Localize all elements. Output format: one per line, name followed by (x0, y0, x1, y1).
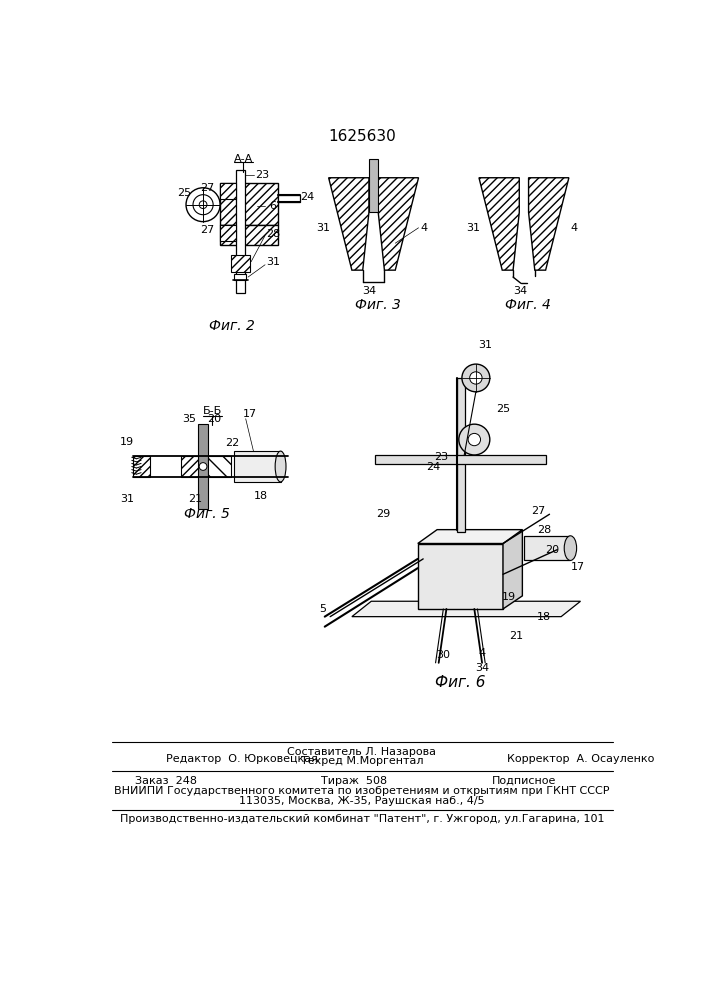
Text: 21: 21 (509, 631, 523, 641)
Text: 24: 24 (426, 462, 440, 472)
Text: Б-Б: Б-Б (203, 406, 222, 416)
Circle shape (462, 364, 490, 392)
Circle shape (459, 424, 490, 455)
Text: 28: 28 (266, 229, 280, 239)
Text: 31: 31 (478, 340, 492, 350)
Circle shape (468, 433, 481, 446)
Text: Тираж  508: Тираж 508 (321, 776, 387, 786)
Polygon shape (479, 178, 519, 270)
Polygon shape (329, 178, 369, 270)
Text: 24: 24 (300, 192, 314, 202)
Ellipse shape (275, 451, 286, 482)
Text: Фиг. 5: Фиг. 5 (184, 507, 230, 521)
Text: 19: 19 (501, 592, 515, 602)
Bar (231, 255, 250, 272)
Bar (182, 456, 199, 477)
Text: Фиг. 3: Фиг. 3 (354, 298, 400, 312)
Text: Подписное: Подписное (491, 776, 556, 786)
Text: 31: 31 (316, 223, 330, 233)
Polygon shape (418, 530, 522, 544)
Text: 23: 23 (434, 452, 448, 462)
Bar (234, 274, 247, 280)
Text: Фиг. 4: Фиг. 4 (505, 298, 551, 312)
Text: 4: 4 (479, 648, 486, 658)
Text: Корректор  А. Осауленко: Корректор А. Осауленко (507, 754, 654, 764)
Polygon shape (529, 178, 569, 270)
Text: Фиг. 6: Фиг. 6 (435, 675, 486, 690)
Bar (220, 183, 279, 225)
Bar (134, 456, 151, 477)
Text: 34: 34 (513, 286, 527, 296)
Bar (457, 378, 465, 532)
Polygon shape (352, 601, 580, 617)
Text: 113035, Москва, Ж-35, Раушская наб., 4/5: 113035, Москва, Ж-35, Раушская наб., 4/5 (239, 796, 485, 806)
Text: 4: 4 (571, 223, 578, 233)
Bar (220, 225, 279, 245)
Text: 4: 4 (421, 223, 428, 233)
Bar (208, 456, 231, 477)
Text: 34: 34 (475, 663, 489, 673)
Text: 29: 29 (375, 509, 390, 519)
Circle shape (199, 463, 207, 470)
Text: 30: 30 (436, 650, 450, 660)
Bar (279, 195, 300, 202)
Text: 21: 21 (188, 494, 202, 504)
Bar (375, 455, 546, 464)
Text: Производственно-издательский комбинат "Патент", г. Ужгород, ул.Гагарина, 101: Производственно-издательский комбинат "П… (119, 814, 604, 824)
Text: 17: 17 (571, 562, 585, 572)
Bar (369, 158, 378, 212)
Polygon shape (503, 530, 522, 609)
Ellipse shape (564, 536, 577, 560)
Text: 31: 31 (120, 494, 134, 504)
Text: 5: 5 (319, 604, 326, 614)
Bar (220, 183, 235, 199)
Text: 19: 19 (120, 437, 134, 447)
Text: 1625630: 1625630 (328, 129, 396, 144)
Text: 28: 28 (537, 525, 551, 535)
Text: 20: 20 (545, 545, 559, 555)
Text: 20: 20 (207, 414, 221, 424)
Text: 25: 25 (496, 404, 510, 414)
Text: Составитель Л. Назарова: Составитель Л. Назарова (288, 747, 436, 757)
Polygon shape (418, 544, 503, 609)
Text: 18: 18 (537, 612, 551, 622)
Text: 31: 31 (266, 257, 280, 267)
Bar (220, 225, 235, 241)
Text: Редактор  О. Юрковецкая: Редактор О. Юрковецкая (166, 754, 317, 764)
Text: 25: 25 (177, 188, 192, 198)
Text: 18: 18 (254, 491, 268, 501)
Text: 17: 17 (243, 409, 257, 419)
Bar (199, 424, 208, 509)
Circle shape (193, 195, 213, 215)
Text: 34: 34 (363, 286, 377, 296)
Circle shape (199, 201, 207, 209)
Circle shape (186, 188, 220, 222)
Text: 22: 22 (226, 438, 240, 448)
Text: Фиг. 2: Фиг. 2 (209, 319, 255, 333)
Bar (234, 451, 281, 482)
Text: А-А: А-А (234, 153, 253, 163)
Text: Техред М.Моргентал: Техред М.Моргентал (300, 756, 423, 766)
Text: 6: 6 (269, 201, 276, 211)
Circle shape (469, 372, 482, 384)
Text: 27: 27 (201, 225, 215, 235)
Text: Заказ  248: Заказ 248 (135, 776, 197, 786)
Text: 35: 35 (182, 414, 196, 424)
Text: 27: 27 (531, 506, 545, 516)
Text: 31: 31 (467, 223, 481, 233)
Text: 27: 27 (201, 183, 215, 193)
Text: ВНИИПИ Государственного комитета по изобретениям и открытиям при ГКНТ СССР: ВНИИПИ Государственного комитета по изоб… (115, 786, 609, 796)
Bar (235, 170, 245, 293)
Polygon shape (378, 178, 419, 270)
Text: 23: 23 (255, 170, 269, 180)
Bar (524, 536, 571, 560)
